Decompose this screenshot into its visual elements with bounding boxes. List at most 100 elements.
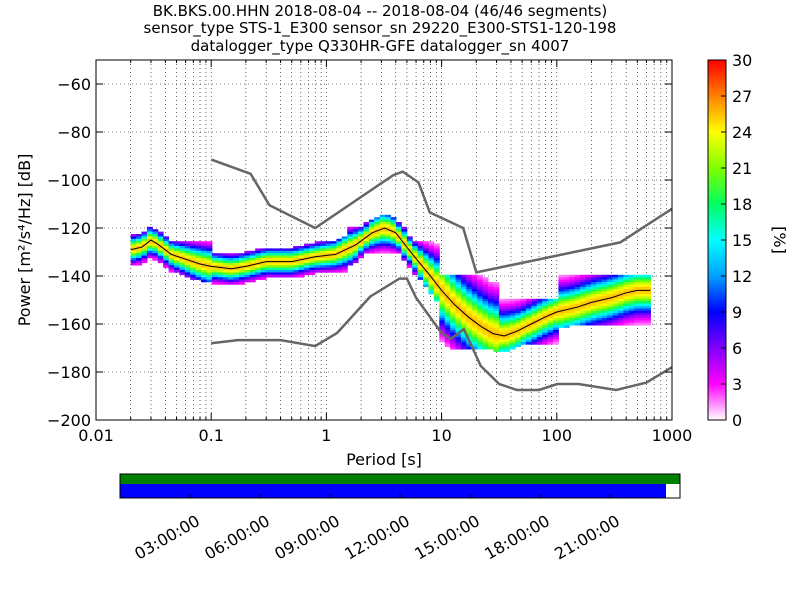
ppsd-cell <box>168 258 175 261</box>
ppsd-cell <box>195 262 202 266</box>
ppsd-cell <box>450 277 457 280</box>
ppsd-cell <box>363 231 370 235</box>
ppsd-cell <box>395 241 402 244</box>
ppsd-cell <box>509 337 516 340</box>
ppsd-cell <box>331 262 337 266</box>
ppsd-cell <box>455 330 462 333</box>
ppsd-cell <box>303 258 310 261</box>
ppsd-cell <box>433 277 440 280</box>
ppsd-cell <box>563 289 570 292</box>
ppsd-cell <box>558 303 565 307</box>
ppsd-cell <box>325 265 332 268</box>
ppsd-cell <box>498 298 505 302</box>
ppsd-cell <box>298 246 305 249</box>
ppsd-cell <box>433 260 440 264</box>
ppsd-cell <box>157 260 164 264</box>
ppsd-cell <box>466 313 473 316</box>
ppsd-cell <box>130 262 137 266</box>
ppsd-cell <box>385 219 392 223</box>
ppsd-cell <box>233 277 240 280</box>
ppsd-cell <box>569 306 576 309</box>
ppsd-cell <box>477 301 484 304</box>
ppsd-cell <box>504 315 511 319</box>
ppsd-cell <box>379 250 386 254</box>
ppsd-cell <box>617 291 624 295</box>
ppsd-cell <box>406 250 413 254</box>
ppsd-cell <box>563 274 570 278</box>
ppsd-cell <box>509 310 516 314</box>
ppsd-cell <box>601 279 608 283</box>
ppsd-cell <box>488 298 494 302</box>
ppsd-cell <box>266 258 272 261</box>
ppsd-cell <box>130 246 137 249</box>
ppsd-cell <box>374 222 381 225</box>
ppsd-cell <box>195 270 202 273</box>
ppsd-cell <box>184 253 191 256</box>
ppsd-cell <box>569 282 576 285</box>
ppsd-cell <box>460 325 467 328</box>
ppsd-cell <box>493 332 500 336</box>
ppsd-cell <box>130 243 137 247</box>
ppsd-cell <box>450 332 457 336</box>
ppsd-cell <box>563 303 570 307</box>
ppsd-cell <box>282 272 289 276</box>
ppsd-cell <box>368 234 375 237</box>
ppsd-cell <box>352 253 359 256</box>
ppsd-cell <box>466 322 473 326</box>
ppsd-cell <box>509 322 516 326</box>
ppsd-cell <box>607 298 614 302</box>
ppsd-cell <box>574 301 581 304</box>
timeline-tick-label: 15:00:00 <box>411 511 483 563</box>
ppsd-cell <box>488 286 494 290</box>
ppsd-cell <box>645 322 651 326</box>
ppsd-cell <box>580 294 586 297</box>
ppsd-cell <box>222 282 229 285</box>
ppsd-cell <box>325 267 332 271</box>
ppsd-cell <box>303 248 310 252</box>
ppsd-cell <box>612 315 619 319</box>
ppsd-cell <box>260 253 267 256</box>
ppsd-cell <box>509 320 516 324</box>
ppsd-cell <box>547 325 554 328</box>
ppsd-cell <box>423 253 429 256</box>
ppsd-cell <box>428 265 435 268</box>
ppsd-cell <box>184 267 191 271</box>
ppsd-cell <box>433 284 440 288</box>
ppsd-cell <box>455 315 462 319</box>
ppsd-cell <box>433 274 440 278</box>
ppsd-cell <box>542 301 549 304</box>
colorbar-tick-label: 6 <box>732 339 742 358</box>
ppsd-cell <box>596 286 603 290</box>
ppsd-cell <box>536 306 543 309</box>
ppsd-cell <box>233 262 240 266</box>
ppsd-cell <box>450 294 457 297</box>
ppsd-cell <box>612 274 619 278</box>
ppsd-cell <box>558 296 565 300</box>
ppsd-cell <box>596 306 603 309</box>
ppsd-cell <box>482 322 489 326</box>
ppsd-cell <box>179 267 186 271</box>
ppsd-cell <box>531 327 538 331</box>
ppsd-cell <box>460 344 467 348</box>
ppsd-cell <box>460 342 467 345</box>
ppsd-cell <box>460 318 467 321</box>
ppsd-cell <box>206 274 213 278</box>
ppsd-cell <box>276 250 283 254</box>
ppsd-cell <box>488 344 494 348</box>
ppsd-cell <box>179 270 186 273</box>
ppsd-cell <box>222 274 229 278</box>
ppsd-cell <box>298 272 305 276</box>
ppsd-cell <box>222 255 229 259</box>
ppsd-cell <box>249 267 256 271</box>
ppsd-cell <box>320 260 327 264</box>
ppsd-cell <box>525 334 532 338</box>
ppsd-cell <box>320 267 327 271</box>
ppsd-cell <box>168 260 175 264</box>
ppsd-cell <box>179 246 186 249</box>
ppsd-cell <box>433 267 440 271</box>
ppsd-cell <box>460 284 467 288</box>
ppsd-cell <box>303 246 310 249</box>
ppsd-cell <box>390 243 397 247</box>
ppsd-cell <box>444 298 451 302</box>
ppsd-cell <box>136 236 143 240</box>
